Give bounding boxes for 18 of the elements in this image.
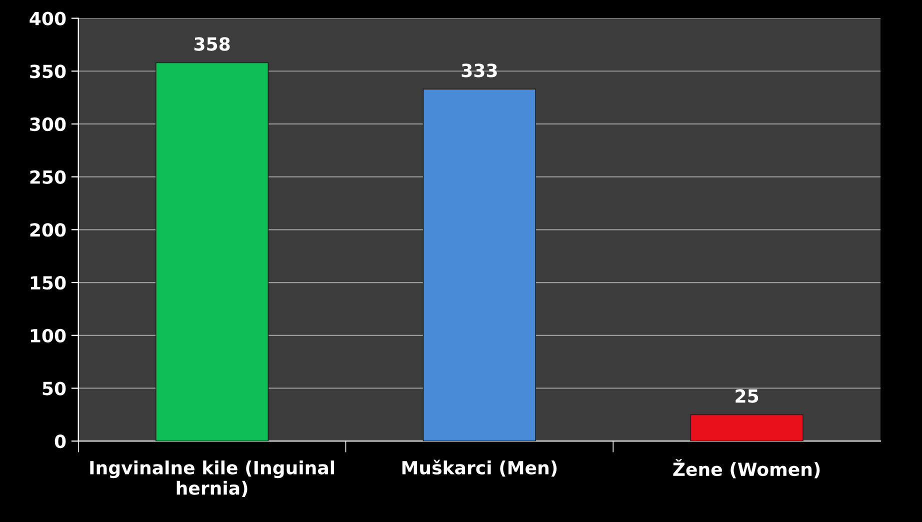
y-tick-label: 250 (30, 170, 66, 184)
data-label: 358 (194, 37, 230, 51)
x-tick-label: Muškarci (Men) (402, 460, 557, 477)
bar (422, 88, 536, 442)
bar (155, 62, 269, 442)
x-tick-label: Ingvinalne kile (Inguinal hernia) (90, 460, 334, 497)
data-label: 25 (736, 389, 758, 403)
bar (690, 414, 804, 442)
data-label: 333 (462, 64, 497, 78)
y-tick-label: 400 (30, 12, 66, 26)
y-tick-label: 300 (30, 117, 66, 132)
y-tick-label: 150 (30, 276, 66, 290)
y-tick-label: 100 (30, 328, 66, 342)
y-tick-label: 200 (30, 223, 66, 237)
x-tick-label: Žene (Women) (673, 459, 820, 478)
y-tick-label: 0 (54, 434, 66, 448)
y-tick-label: 50 (42, 382, 66, 396)
y-tick-label: 350 (30, 64, 66, 78)
